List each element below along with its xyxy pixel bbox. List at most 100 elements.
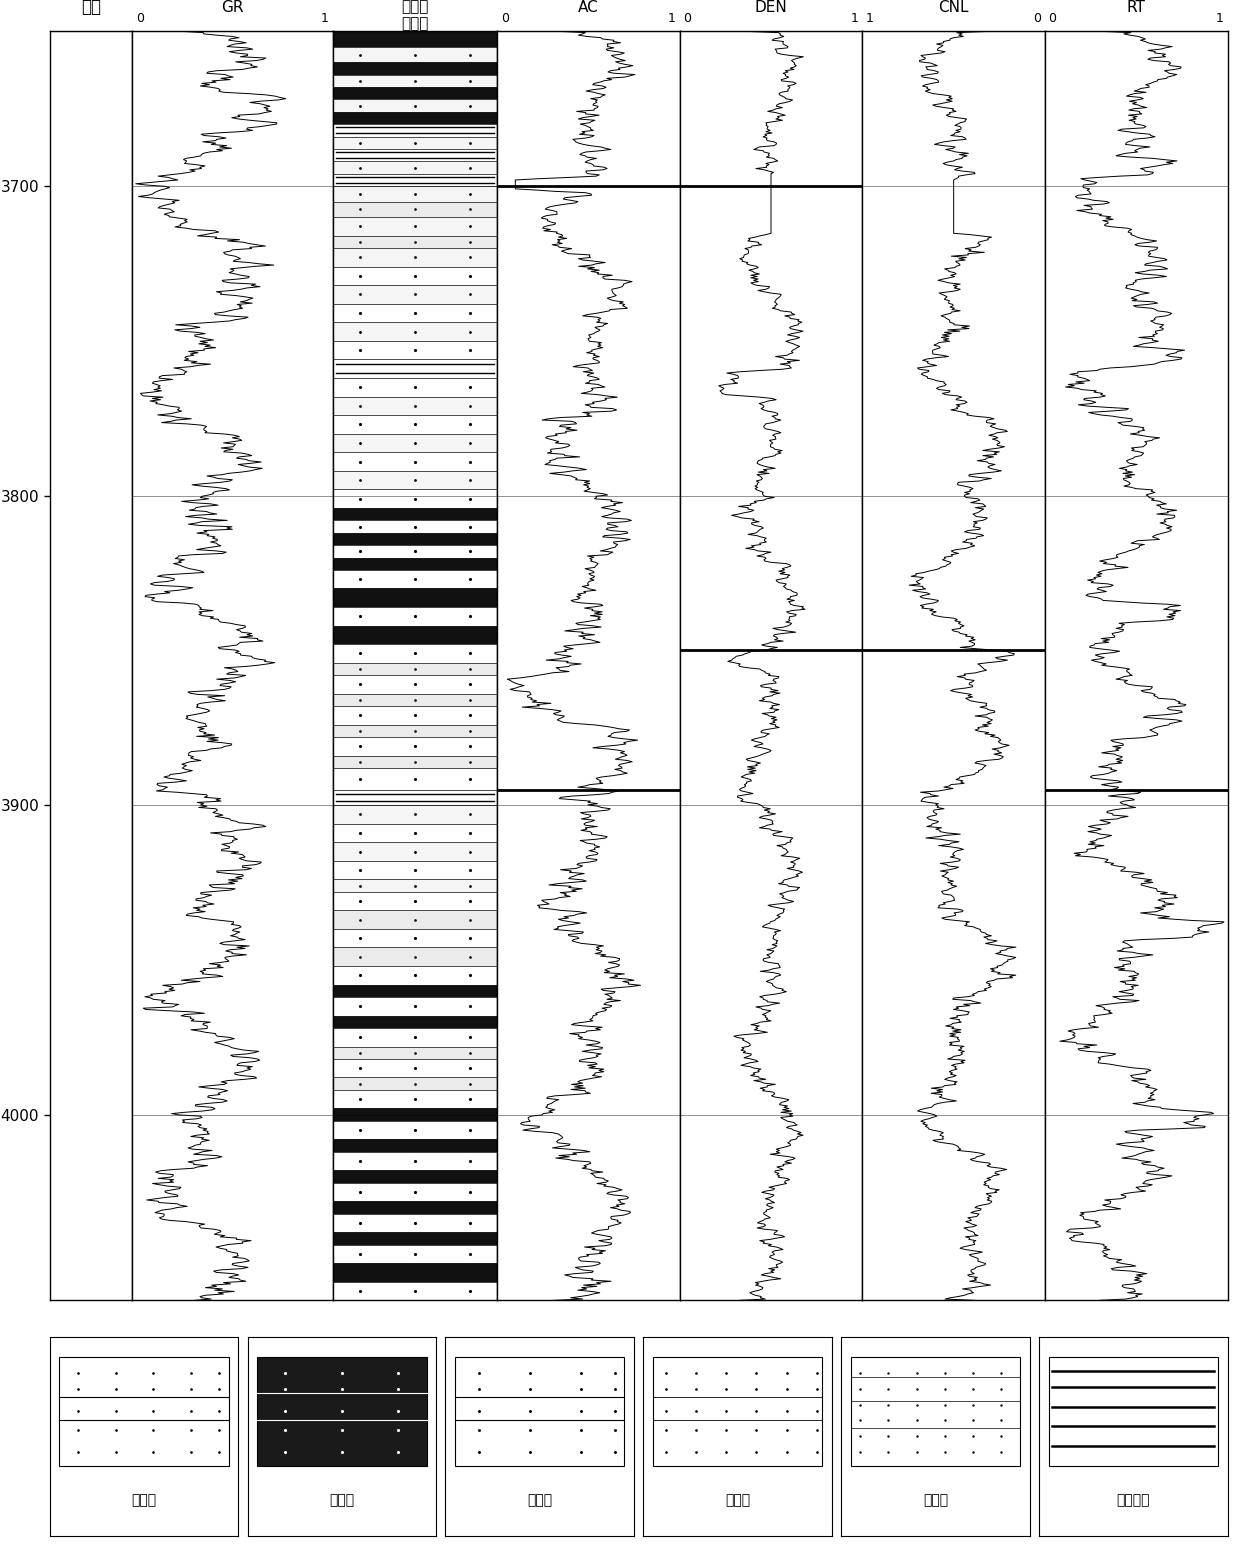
Bar <box>332 248 497 266</box>
Bar <box>60 1357 228 1467</box>
Text: 0: 0 <box>136 13 144 25</box>
Text: 0: 0 <box>501 13 508 25</box>
Text: 粗砂岩: 粗砂岩 <box>329 1493 355 1507</box>
Text: 1: 1 <box>851 13 858 25</box>
Text: 0: 0 <box>683 13 692 25</box>
Bar <box>332 860 497 879</box>
Title: DEN: DEN <box>755 0 787 16</box>
Bar <box>332 929 497 948</box>
Text: 砂砾岩: 砂砾岩 <box>131 1493 156 1507</box>
Bar <box>332 88 497 99</box>
Bar <box>332 304 497 323</box>
Bar <box>332 768 497 790</box>
Bar <box>332 285 497 304</box>
Bar <box>332 1028 497 1047</box>
Text: 1: 1 <box>1216 13 1224 25</box>
Text: 0: 0 <box>1033 13 1042 25</box>
Bar <box>332 31 497 47</box>
Bar <box>332 1232 497 1244</box>
Title: CNL: CNL <box>939 0 968 16</box>
Bar <box>332 707 497 724</box>
Bar <box>332 453 497 470</box>
Bar <box>332 202 497 218</box>
Bar <box>332 111 497 124</box>
Text: 中砂岩: 中砂岩 <box>527 1493 552 1507</box>
Bar <box>332 186 497 202</box>
Bar <box>332 724 497 736</box>
Text: 粉砂岩: 粉砂岩 <box>923 1493 949 1507</box>
Bar <box>332 644 497 663</box>
Bar <box>332 63 497 75</box>
Title: GR: GR <box>221 0 243 16</box>
Bar <box>332 1108 497 1120</box>
Bar <box>332 508 497 520</box>
Bar <box>332 235 497 248</box>
Bar <box>332 606 497 625</box>
Bar <box>332 1183 497 1202</box>
Text: 细砂岩: 细砂岩 <box>725 1493 750 1507</box>
Bar <box>332 967 497 984</box>
Bar <box>332 755 497 768</box>
Bar <box>332 948 497 967</box>
Title: 不同岩
相类型: 不同岩 相类型 <box>402 0 429 31</box>
Bar <box>332 533 497 545</box>
Bar <box>332 805 497 824</box>
Bar <box>332 520 497 533</box>
Bar <box>332 1139 497 1152</box>
Bar <box>332 843 497 860</box>
Bar <box>332 1120 497 1139</box>
Bar <box>332 1244 497 1263</box>
Bar <box>332 589 497 606</box>
Title: 深度: 深度 <box>81 0 100 16</box>
Bar <box>332 1078 497 1091</box>
Bar <box>332 625 497 644</box>
Bar <box>332 790 497 805</box>
Bar <box>1049 1357 1218 1467</box>
Bar <box>332 1214 497 1232</box>
Bar <box>332 892 497 910</box>
Bar <box>332 266 497 285</box>
Bar <box>332 47 497 63</box>
Text: 1: 1 <box>668 13 676 25</box>
Bar <box>332 136 497 149</box>
Bar <box>332 218 497 235</box>
Bar <box>332 1015 497 1028</box>
Bar <box>332 879 497 892</box>
Bar <box>332 323 497 342</box>
Bar <box>332 694 497 707</box>
Bar <box>332 1282 497 1301</box>
Bar <box>332 558 497 570</box>
Bar <box>332 470 497 489</box>
Bar <box>332 997 497 1015</box>
Text: 0: 0 <box>1049 13 1056 25</box>
Bar <box>257 1357 427 1467</box>
Bar <box>332 1047 497 1059</box>
Bar <box>851 1357 1021 1467</box>
Bar <box>332 1202 497 1214</box>
Bar <box>332 663 497 675</box>
Bar <box>332 570 497 589</box>
Bar <box>332 415 497 434</box>
Bar <box>332 396 497 415</box>
Bar <box>332 910 497 929</box>
Bar <box>332 434 497 453</box>
Bar <box>332 161 497 174</box>
Bar <box>332 984 497 997</box>
Text: 砂质砾岩: 砂质砾岩 <box>1116 1493 1151 1507</box>
Bar <box>332 1152 497 1171</box>
Bar <box>652 1357 822 1467</box>
Bar <box>332 174 497 186</box>
Bar <box>332 75 497 88</box>
Bar <box>332 545 497 558</box>
Bar <box>332 824 497 843</box>
Bar <box>332 124 497 136</box>
Bar <box>332 342 497 359</box>
Bar <box>332 1091 497 1108</box>
Bar <box>332 489 497 508</box>
Bar <box>332 675 497 694</box>
Bar <box>332 736 497 755</box>
Title: AC: AC <box>578 0 599 16</box>
Bar <box>332 1059 497 1078</box>
Bar <box>332 359 497 378</box>
Bar <box>332 1263 497 1282</box>
